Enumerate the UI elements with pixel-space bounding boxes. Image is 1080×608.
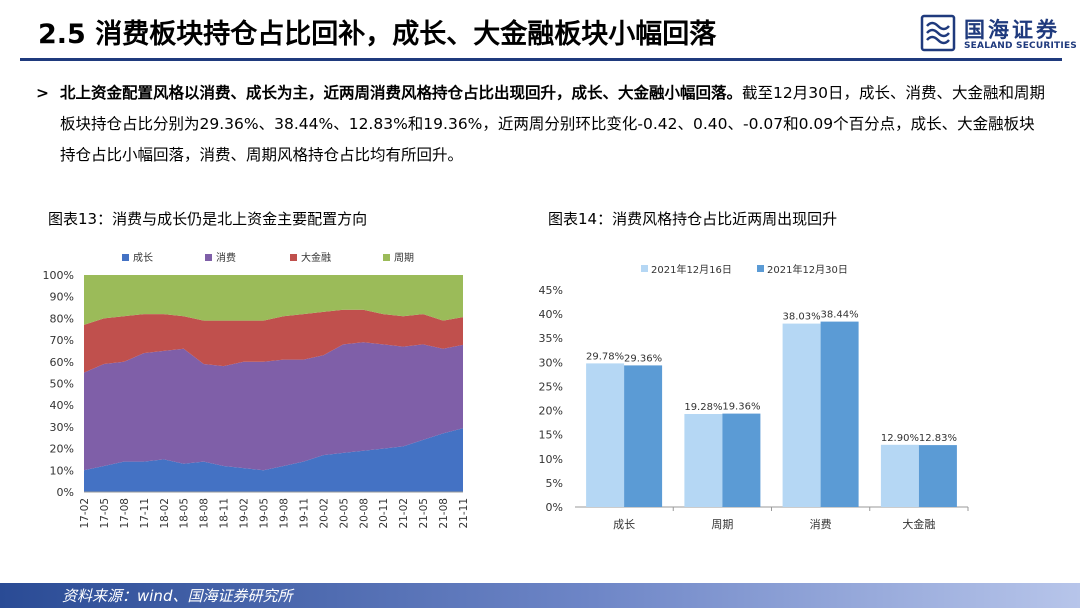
title-divider [20,58,1062,61]
y-tick-label: 15% [539,429,563,442]
y-tick-label: 80% [50,312,74,325]
bar [586,363,625,507]
area-series-3 [84,275,463,325]
x-tick-label: 18-02 [159,498,171,529]
logo-chinese-text: 国海证券 [964,18,1060,42]
x-tick-label: 18-05 [179,498,191,529]
x-tick-label: 20-02 [318,498,330,529]
y-tick-label: 30% [539,356,563,369]
data-label: 12.83% [919,433,957,444]
footer-bar: 资料来源：wind、国海证券研究所 [0,583,1080,608]
legend-label-1: 2021年12月30日 [767,263,848,276]
y-tick-label: 30% [50,421,74,434]
y-tick-label: 5% [546,477,563,490]
y-tick-label: 35% [539,332,563,345]
y-tick-label: 0% [57,486,74,499]
figure-13-title: 图表13：消费与成长仍是北上资金主要配置方向 [48,210,368,228]
bar [684,414,723,507]
legend-label-3: 周期 [394,252,414,264]
legend-swatch-0 [122,254,129,261]
data-label: 19.36% [722,402,760,413]
x-tick-label: 18-11 [219,498,231,529]
legend-label-0: 成长 [133,252,153,264]
x-tick-label: 19-11 [298,498,310,529]
x-tick-label: 21-11 [458,498,470,529]
x-tick-label: 周期 [711,518,733,531]
x-tick-label: 17-05 [99,498,111,529]
logo-english-text: SEALAND SECURITIES [964,41,1077,51]
bar [918,445,957,507]
legend-swatch-3 [383,254,390,261]
x-tick-label: 17-08 [119,498,131,529]
y-tick-label: 20% [50,443,74,456]
data-label: 38.44% [821,310,859,321]
x-tick-label: 21-08 [438,498,450,529]
x-tick-label: 20-11 [378,498,390,529]
summary-text: 北上资金配置风格以消费、成长为主，近两周消费风格持仓占比出现回升，成长、大金融小… [60,78,1046,171]
summary-bullet: > 北上资金配置风格以消费、成长为主，近两周消费风格持仓占比出现回升，成长、大金… [36,78,1046,171]
x-tick-label: 成长 [613,518,635,531]
legend-swatch-1 [205,254,212,261]
x-tick-label: 17-02 [79,498,91,529]
area-series-2 [84,309,463,373]
x-tick-label: 20-05 [338,498,350,529]
page-title: 2.5 消费板块持仓占比回补，成长、大金融板块小幅回落 [38,19,717,50]
area-series-1 [84,342,463,471]
figure-14-title: 图表14：消费风格持仓占比近两周出现回升 [548,210,838,228]
data-label: 29.36% [624,353,662,364]
legend-swatch-1 [757,265,764,272]
data-label: 29.78% [586,351,624,362]
x-tick-label: 大金融 [902,517,935,531]
x-tick-label: 20-08 [358,498,370,529]
y-tick-label: 0% [546,501,563,514]
x-tick-label: 21-05 [418,498,430,529]
legend-label-1: 消费 [216,251,236,264]
summary-bold-text: 北上资金配置风格以消费、成长为主，近两周消费风格持仓占比出现回升，成长、大金融小… [60,84,743,102]
y-tick-label: 50% [50,378,74,391]
x-tick-label: 19-02 [239,498,251,529]
legend-label-2: 大金融 [301,251,331,264]
logo-icon [920,14,956,52]
legend-label-0: 2021年12月16日 [651,263,732,276]
data-label: 19.28% [684,402,722,413]
x-tick-label: 21-02 [398,498,410,529]
area-series-0 [84,428,463,492]
y-tick-label: 70% [50,334,74,347]
company-logo: 国海证券 SEALAND SECURITIES [920,14,1077,54]
y-tick-label: 40% [539,308,563,321]
legend-swatch-2 [290,254,297,261]
chevron-right-icon: > [36,84,49,102]
y-tick-label: 100% [43,269,74,282]
y-tick-label: 10% [50,464,74,477]
x-tick-label: 19-08 [279,498,291,529]
data-label: 38.03% [783,312,821,323]
summary-body-text: 截至12月30日，成长、消费、大金融和周期板块持仓占比分别为29.36%、38.… [60,84,1045,164]
x-tick-label: 19-05 [259,498,271,529]
y-tick-label: 60% [50,356,74,369]
y-tick-label: 40% [50,399,74,412]
bar [624,365,663,507]
legend-swatch-0 [641,265,648,272]
bar [820,321,859,507]
bar [722,413,761,507]
x-tick-label: 消费 [810,517,832,531]
data-label: 12.90% [881,433,919,444]
x-tick-label: 17-11 [139,498,151,529]
y-tick-label: 45% [539,284,563,297]
y-tick-label: 90% [50,291,74,304]
y-tick-label: 25% [539,380,563,393]
source-note: 资料来源：wind、国海证券研究所 [62,587,293,605]
charts-canvas: 成长 消费 大金融 周期0%10%20%30%40%50%60%70%80%90%10… [43,251,969,531]
bar [782,323,821,507]
x-tick-label: 18-08 [199,498,211,529]
y-tick-label: 20% [539,405,563,418]
y-tick-label: 10% [539,453,563,466]
bar [880,444,919,507]
